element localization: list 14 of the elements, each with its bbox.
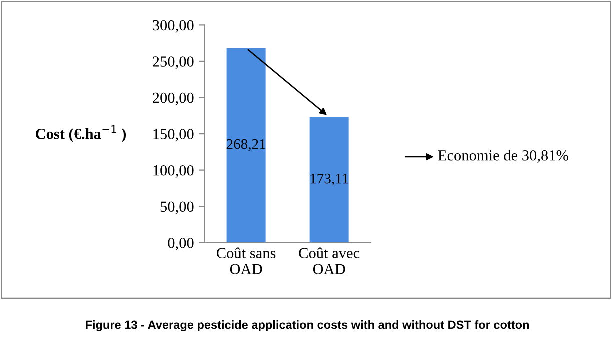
x-tick-label: Coût avec OAD <box>299 248 360 274</box>
y-tick-label: 150,00 <box>154 129 194 142</box>
y-tick-label: 0,00 <box>168 238 194 251</box>
caption: Figure 13 - Average pesticide application costs with and without DST for cotton <box>86 320 530 332</box>
y-tick-label: 250,00 <box>153 56 194 70</box>
y-tick-label: 300,00 <box>153 20 194 33</box>
data-label: 268,21 <box>226 139 266 152</box>
x-tick-label: Coût sans OAD <box>217 248 276 274</box>
y-tick-label: 50,00 <box>160 202 194 214</box>
data-label: 173,11 <box>310 174 348 186</box>
y-tick-label: 100,00 <box>154 165 194 178</box>
y-axis-title: Cost (€.ha$^{−1}$ ) <box>36 125 126 142</box>
text: Economie de 30,81% <box>438 150 568 163</box>
y-tick-label: 200,00 <box>153 92 194 106</box>
